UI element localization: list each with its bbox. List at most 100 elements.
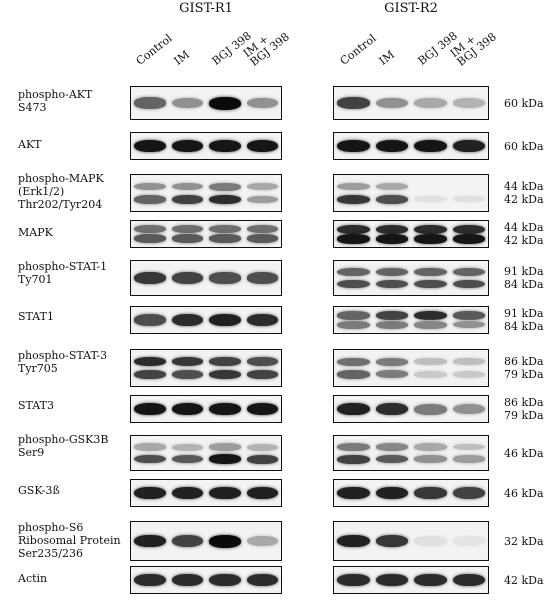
band <box>452 196 485 203</box>
molecular-weight-label: 60 kDa <box>504 97 544 110</box>
molecular-weight-label: 32 kDa <box>504 535 544 548</box>
band <box>171 535 203 547</box>
blot-panel-r1 <box>130 260 282 296</box>
protein-label: STAT3 <box>18 399 130 412</box>
kda-value: 44 kDa <box>504 180 544 193</box>
lane-label-line: IM <box>376 47 397 68</box>
protein-label-line: STAT1 <box>18 310 54 323</box>
band <box>134 271 166 285</box>
band <box>375 573 408 587</box>
molecular-weight-label: 86 kDa 79 kDa <box>504 355 544 381</box>
band <box>337 454 370 464</box>
protein-label-line: STAT3 <box>18 399 54 412</box>
lane-label-line: Control <box>337 31 379 68</box>
protein-label: AKT <box>18 138 130 151</box>
protein-label: STAT1 <box>18 310 130 323</box>
protein-label-line: Thr202/Tyr204 <box>18 198 103 211</box>
band <box>452 320 485 329</box>
protein-label: phospho-MAPK (Erk1/2) Thr202/Tyr204 <box>18 172 130 211</box>
band <box>452 573 485 587</box>
blot-panel-r2 <box>333 86 489 120</box>
band <box>375 320 408 329</box>
band <box>452 267 485 277</box>
band <box>337 194 370 204</box>
band <box>337 97 370 109</box>
protein-label-line: Ser235/236 <box>18 547 84 560</box>
protein-label-line: MAPK <box>18 226 53 239</box>
band <box>209 573 241 587</box>
band <box>375 443 408 451</box>
molecular-weight-label: 91 kDa 84 kDa <box>504 265 544 291</box>
band <box>246 402 278 416</box>
band <box>452 311 485 320</box>
kda-value: 84 kDa <box>504 320 544 333</box>
band <box>337 139 370 153</box>
band <box>209 194 241 205</box>
band <box>134 369 166 379</box>
band <box>246 573 278 587</box>
band <box>171 139 203 153</box>
protein-label-line: Actin <box>18 572 48 585</box>
band <box>246 454 278 464</box>
molecular-weight-label: 46 kDa <box>504 447 544 460</box>
molecular-weight-label: 60 kDa <box>504 140 544 153</box>
protein-label-line: phospho-MAPK <box>18 172 104 185</box>
band <box>209 225 241 234</box>
band <box>171 357 203 367</box>
kda-value: 32 kDa <box>504 534 544 548</box>
blot-panel-r2 <box>333 306 489 334</box>
band <box>209 443 241 451</box>
band <box>246 443 278 451</box>
band <box>414 267 447 277</box>
molecular-weight-label: 44 kDa 42 kDa <box>504 221 544 247</box>
blot-panel-r1 <box>130 566 282 594</box>
molecular-weight-label: 46 kDa <box>504 487 544 500</box>
kda-value: 84 kDa <box>504 278 544 291</box>
band <box>171 225 203 234</box>
protein-label-line: S473 <box>18 101 47 114</box>
kda-value: 86 kDa <box>504 396 544 409</box>
band <box>171 182 203 191</box>
protein-label-line: Ty701 <box>18 273 53 286</box>
band <box>337 311 370 320</box>
band <box>337 182 370 191</box>
band <box>171 402 203 416</box>
lane-label-r1-0: Control <box>133 31 175 68</box>
band <box>452 358 485 366</box>
band <box>337 573 370 587</box>
protein-label-line: Tyr705 <box>18 362 58 375</box>
band <box>337 233 370 244</box>
band <box>452 371 485 378</box>
kda-value: 60 kDa <box>504 139 544 153</box>
blot-panel-r2 <box>333 220 489 248</box>
band <box>375 454 408 464</box>
band <box>414 573 447 587</box>
kda-value: 42 kDa <box>504 193 544 206</box>
band <box>375 279 408 289</box>
protein-label: phospho-GSK3B Ser9 <box>18 433 130 459</box>
band <box>171 443 203 451</box>
lane-label-line: IM <box>171 47 192 68</box>
blot-panel-r1 <box>130 306 282 334</box>
band <box>337 370 370 379</box>
band <box>337 402 370 416</box>
kda-value: 42 kDa <box>504 234 544 247</box>
protein-label-line: GSK-3ß <box>18 484 60 497</box>
band <box>452 279 485 289</box>
band <box>375 183 408 191</box>
band <box>246 183 278 191</box>
band <box>452 487 485 499</box>
protein-label: phospho-STAT-3 Tyr705 <box>18 349 130 375</box>
band <box>414 486 447 500</box>
lane-label-r1-3: IM + BGJ 398 <box>241 22 292 69</box>
band <box>375 267 408 277</box>
lane-label-r2-1: IM <box>376 47 397 68</box>
band <box>414 443 447 451</box>
lane-label-line: Control <box>133 31 175 68</box>
blot-panel-r1 <box>130 132 282 160</box>
kda-value: 42 kDa <box>504 573 544 587</box>
blot-panel-r2 <box>333 349 489 387</box>
kda-value: 86 kDa <box>504 355 544 368</box>
band <box>246 139 278 153</box>
blot-panel-r2 <box>333 132 489 160</box>
